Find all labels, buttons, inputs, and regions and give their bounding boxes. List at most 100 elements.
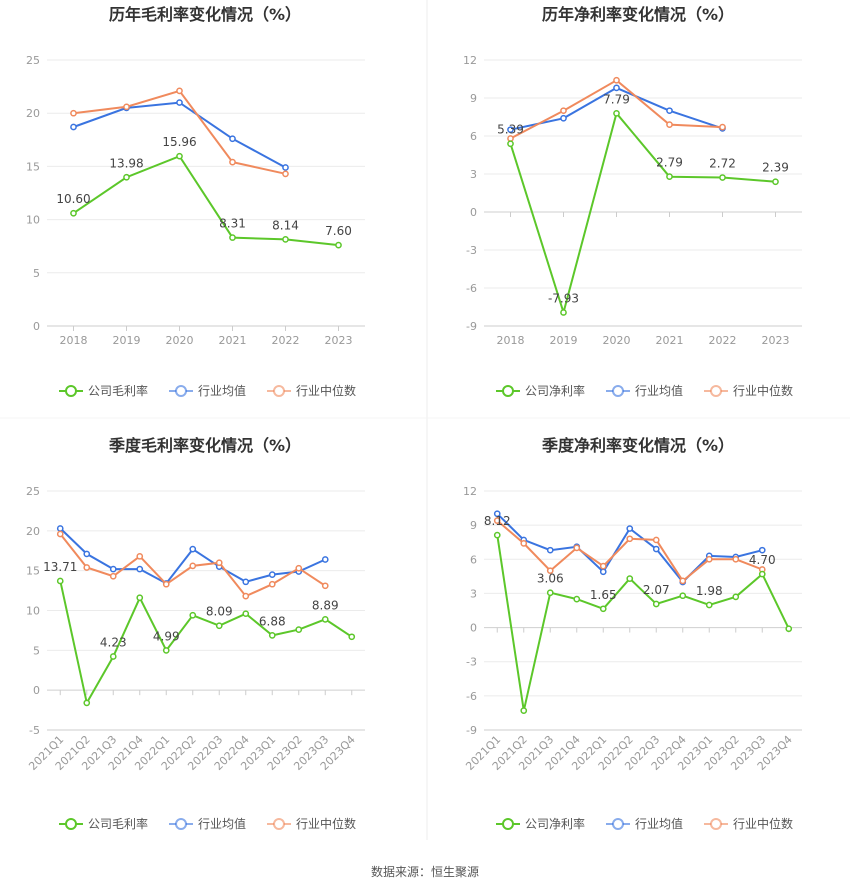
data-label: 8.89 [312, 598, 339, 612]
y-tick-label: 25 [26, 54, 40, 67]
y-tick-label: -3 [466, 656, 477, 669]
y-tick-label: 10 [26, 214, 40, 227]
data-point-median [123, 103, 130, 111]
legend: 公司净利率 行业均值 行业中位数 [496, 383, 793, 398]
x-tick-label: 2020 [166, 334, 194, 347]
data-point-avg [109, 565, 117, 573]
legend-marker-avg [612, 818, 624, 830]
chart-panel-3: 季度毛利率变化情况（%）-505101520252021Q12021Q22021… [26, 436, 365, 831]
y-tick-label: -9 [466, 320, 477, 333]
y-tick-label: 0 [33, 684, 40, 697]
data-point-avg [56, 525, 64, 532]
legend-label: 行业均值 [198, 383, 246, 398]
data-point-median [520, 540, 528, 547]
y-tick-label: 10 [26, 605, 40, 618]
y-tick-label: 20 [26, 525, 40, 538]
data-label: 1.65 [590, 588, 617, 602]
data-point-median [295, 564, 303, 572]
x-tick-label: 2021 [219, 334, 247, 347]
x-tick-label: 2023 [325, 334, 353, 347]
data-point-company [242, 610, 250, 618]
data-point-company [599, 605, 607, 613]
legend-marker-company [65, 818, 77, 830]
legend-label: 行业均值 [635, 816, 683, 831]
chart-title: 历年毛利率变化情况（%） [109, 5, 301, 24]
data-point-avg [229, 135, 236, 143]
chart-title: 季度毛利率变化情况（%） [108, 436, 301, 455]
data-point-median [679, 577, 687, 585]
y-tick-label: 3 [470, 587, 477, 600]
x-tick-label: 2020 [603, 334, 631, 347]
data-point-company [732, 593, 740, 601]
chart-panel-1: 历年毛利率变化情况（%） 0 5 10 15 20 25 2018 2019 2020 2021 20… [26, 5, 365, 398]
data-point-company [123, 173, 130, 181]
data-point-median [176, 87, 183, 95]
data-label: 5.39 [497, 123, 524, 137]
chart-panel-2: 历年净利率变化情况（%） -9 -6 -3 0 3 6 9 12 2018 2019 2020 2021… [463, 5, 802, 398]
data-point-company [282, 236, 289, 243]
data-point-median [626, 535, 634, 543]
data-point-median [719, 123, 726, 131]
legend-label: 行业均值 [198, 816, 246, 831]
data-point-avg [652, 545, 660, 553]
data-point-avg [493, 510, 501, 518]
data-label: 8.14 [272, 218, 299, 232]
series-line-company [496, 535, 790, 711]
data-point-median [546, 567, 554, 575]
data-point-median [56, 530, 64, 538]
chart-panel-4: 季度净利率变化情况（%）-9-6-30369122021Q12021Q22021… [463, 436, 802, 831]
series-line-company [72, 154, 339, 247]
data-point-company [520, 707, 528, 715]
data-point-median [705, 555, 713, 563]
y-tick-label: -9 [466, 724, 477, 737]
x-tick-label: 2019 [113, 334, 141, 347]
legend-label: 行业中位数 [733, 383, 793, 398]
data-point-avg [136, 565, 144, 573]
data-point-company [321, 615, 329, 623]
data-point-median [613, 76, 620, 84]
data-point-median [599, 562, 607, 570]
data-point-median [268, 580, 276, 588]
data-point-avg [666, 107, 673, 115]
data-point-avg [83, 550, 91, 558]
data-point-median [493, 517, 501, 524]
data-point-company [758, 570, 766, 578]
data-label: 2.79 [656, 156, 683, 170]
data-label: 13.98 [109, 156, 143, 170]
data-point-company [136, 594, 144, 602]
chart-title: 季度净利率变化情况（%） [541, 436, 734, 455]
data-point-avg [189, 545, 197, 553]
legend-marker-company [502, 385, 514, 397]
legend-label: 行业中位数 [296, 383, 356, 398]
x-tick-label: 2021 [656, 334, 684, 347]
data-label: 3.06 [537, 572, 564, 586]
data-label: 4.70 [749, 553, 776, 567]
data-point-company [493, 531, 501, 539]
data-point-median [666, 121, 673, 128]
data-point-median [652, 536, 660, 544]
data-point-company [546, 589, 554, 597]
legend: 公司净利率 行业均值 行业中位数 [496, 816, 793, 831]
data-point-avg [546, 546, 554, 554]
data-label: 4.23 [100, 635, 127, 649]
legend-label: 公司净利率 [525, 383, 585, 398]
data-point-company [348, 633, 356, 641]
data-label: 2.39 [762, 161, 789, 175]
data-point-company [785, 625, 793, 633]
x-tick-label: 2018 [497, 334, 525, 347]
x-tick-label: 2022 [709, 334, 737, 347]
data-point-avg [560, 114, 567, 122]
data-point-company [560, 309, 567, 316]
data-point-company [229, 234, 236, 241]
legend-marker-median [710, 818, 722, 830]
data-label: 1.98 [696, 584, 723, 598]
data-point-avg [507, 126, 514, 134]
data-point-median [573, 544, 581, 552]
data-point-median [732, 555, 740, 563]
data-point-median [136, 552, 144, 560]
data-label: 2.72 [709, 157, 736, 171]
y-tick-label: 15 [26, 160, 40, 173]
data-point-median [560, 107, 567, 115]
data-source: 数据来源：恒生聚源 [371, 864, 479, 879]
data-point-company [70, 209, 77, 217]
